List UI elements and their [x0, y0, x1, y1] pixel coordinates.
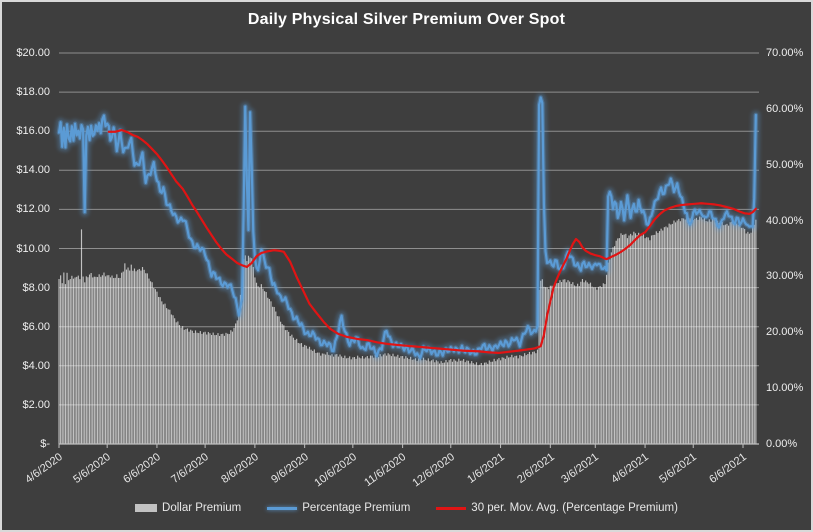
y-axis-left-label: $6.00 [22, 320, 50, 333]
y-axis-right-label: 20.00% [766, 326, 804, 339]
legend-item-30-per-mov-avg-percentage-premium[interactable]: 30 per. Mov. Avg. (Percentage Premium) [436, 502, 678, 514]
chart-title: Daily Physical Silver Premium Over Spot [247, 11, 566, 28]
y-axis-left-label: $20.00 [16, 47, 50, 59]
legend-label: Percentage Premium [302, 502, 411, 514]
y-axis-right-label: 30.00% [766, 270, 804, 283]
legend-item-dollar-premium[interactable]: Dollar Premium [135, 502, 241, 514]
line-series-percentage-premium [54, 93, 761, 363]
y-axis-right-label: 0.00% [766, 438, 798, 450]
y-axis-left-label: $12.00 [16, 203, 50, 216]
y-axis-left-label: $4.00 [22, 359, 50, 372]
legend-label: 30 per. Mov. Avg. (Percentage Premium) [471, 502, 678, 514]
legend-swatch-bar [135, 504, 158, 512]
bar-series-dollar-premium [58, 216, 757, 444]
legend-label: Dollar Premium [162, 502, 242, 514]
y-axis-right-label: 10.00% [766, 382, 804, 395]
y-axis-left-label: $18.00 [16, 86, 50, 99]
y-axis-left-label: $10.00 [16, 242, 50, 255]
y-axis-left-label: $16.00 [16, 125, 50, 138]
y-axis-left-label: $- [40, 438, 50, 450]
legend-swatch-line [436, 506, 467, 510]
legend-swatch-line [267, 506, 298, 510]
y-axis-left-label: $14.00 [16, 164, 50, 177]
y-axis-right-label: 60.00% [766, 102, 804, 115]
y-axis-right-label: 70.00% [766, 47, 804, 59]
legend: Dollar Premium Percentage Premium 30 per. … [2, 502, 811, 514]
y-axis-right-label: 50.00% [766, 158, 804, 171]
y-axis-left-label: $2.00 [22, 398, 50, 411]
y-axis-right-label: 40.00% [766, 214, 804, 227]
y-axis-left-label: $8.00 [22, 281, 50, 294]
legend-item-percentage-premium[interactable]: Percentage Premium [267, 502, 410, 514]
line-series-30-per-mov-avg-percentage-premium [107, 128, 757, 355]
